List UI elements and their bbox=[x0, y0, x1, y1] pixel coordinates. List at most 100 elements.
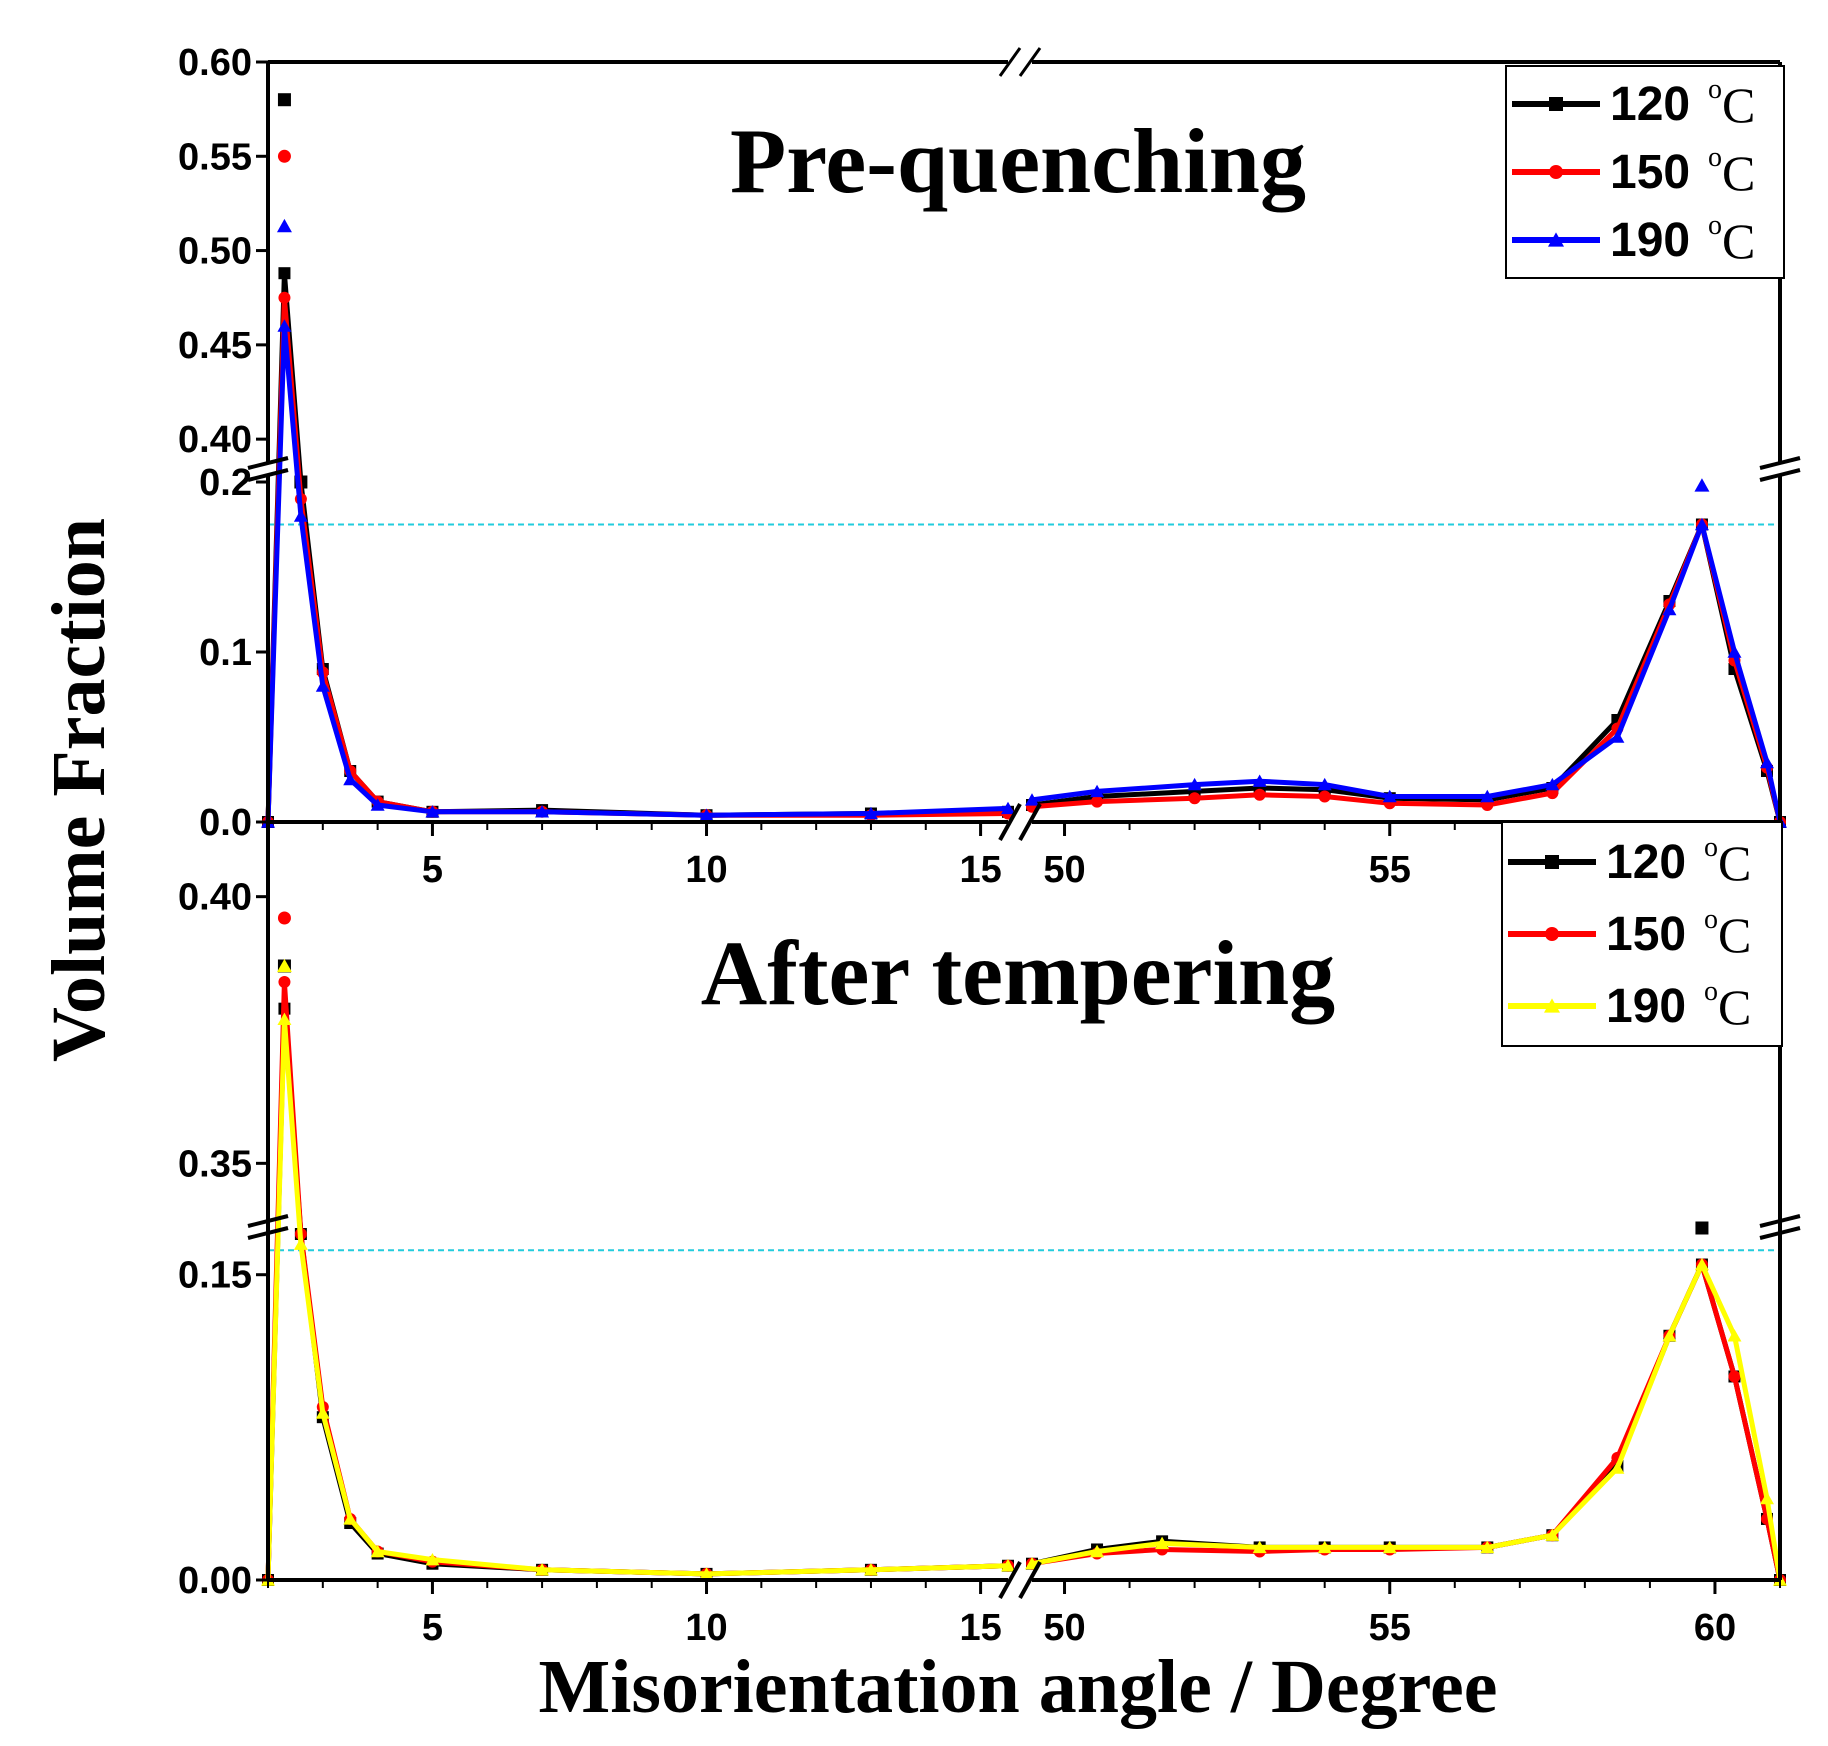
y-tick-label: 0.50 bbox=[178, 231, 252, 273]
legend-label: 150 bbox=[1606, 908, 1686, 961]
y-tick-label: 0.40 bbox=[178, 877, 252, 919]
series-150-point bbox=[278, 976, 291, 988]
series-150-point bbox=[1091, 795, 1104, 808]
legend-unit-superscript: o bbox=[1708, 210, 1722, 241]
legend-label: 120 bbox=[1610, 78, 1690, 131]
y-tick-label: 0.55 bbox=[178, 136, 252, 178]
panel-after-tempering: 0.00 0.15 0.35 0.40 5 10 15 50 55 60 After temperi… bbox=[178, 820, 1801, 1649]
y-axis-break-mark bbox=[247, 456, 289, 470]
x-axis-break-mark bbox=[998, 803, 1022, 841]
series-120-line-seg1 bbox=[265, 1006, 1009, 1581]
series-150-point bbox=[1253, 788, 1266, 801]
series-190-point bbox=[1662, 1329, 1677, 1342]
series-190-point bbox=[1025, 793, 1039, 806]
legend-unit: C bbox=[1718, 979, 1751, 1035]
series-190-point bbox=[293, 509, 308, 522]
series-120-outlier-point bbox=[1695, 1221, 1709, 1235]
series-120-outlier-point bbox=[277, 93, 291, 107]
legend-item-150: 150 o C bbox=[1512, 142, 1755, 201]
x-tick-label: 50 bbox=[1043, 849, 1085, 891]
series-190-point bbox=[277, 319, 292, 332]
series-120-point bbox=[278, 267, 291, 280]
x-tick-label: 55 bbox=[1369, 849, 1411, 891]
series-190-point bbox=[293, 1237, 308, 1250]
panel-pre-quenching: 0.0 0.1 0.20.40 0.45 0.50 0.55 0.60 5 10 15 50 55 Pr… bbox=[178, 42, 1801, 891]
x-axis-break-mark bbox=[998, 1561, 1022, 1599]
series-190-point bbox=[1187, 777, 1202, 791]
legend-unit-superscript: o bbox=[1704, 832, 1718, 863]
series-190-point bbox=[1694, 1257, 1709, 1271]
axes-frame: 0.00 0.15 0.35 0.40 5 10 15 50 55 60 bbox=[178, 820, 1801, 1649]
y-tick-label: 0.40 bbox=[178, 419, 252, 461]
x-axis-break-mark bbox=[1018, 803, 1042, 841]
legend-unit-superscript: o bbox=[1704, 976, 1718, 1007]
y-axis-break-mark bbox=[247, 1214, 289, 1228]
series-190-point bbox=[370, 798, 385, 811]
series-190-point bbox=[1727, 645, 1742, 658]
series-150-line-seg2 bbox=[1031, 522, 1783, 823]
series-150-outlier-point bbox=[277, 149, 291, 163]
y-tick-label: 0.15 bbox=[178, 1255, 252, 1297]
series-190-point bbox=[1252, 1540, 1267, 1554]
series-190-point bbox=[1317, 777, 1332, 791]
legend-unit: C bbox=[1722, 77, 1755, 133]
series-150-point bbox=[1728, 1370, 1741, 1383]
series-190-point bbox=[1610, 730, 1625, 743]
series-190-point bbox=[1694, 517, 1709, 531]
series-190-point bbox=[1480, 789, 1495, 803]
series-190-point bbox=[1545, 1528, 1560, 1541]
series-190-point bbox=[343, 1512, 358, 1525]
legend-unit-superscript: o bbox=[1704, 904, 1718, 935]
legend-item-120: 120 o C bbox=[1508, 832, 1751, 891]
y-tick-label: 0.1 bbox=[199, 632, 252, 674]
x-tick-label: 15 bbox=[959, 1607, 1001, 1649]
y-tick-label: 0.60 bbox=[178, 42, 252, 84]
series-190-point bbox=[1727, 1329, 1742, 1342]
series-190-point bbox=[699, 1567, 714, 1580]
y-axis-break-mark bbox=[247, 468, 289, 482]
y-axis-break-mark bbox=[247, 1226, 289, 1240]
y-tick-label: 0.00 bbox=[178, 1560, 252, 1602]
x-tick-label: 10 bbox=[685, 1607, 727, 1649]
legend-item-190: 190 o C bbox=[1512, 210, 1755, 269]
series-120-line-seg2 bbox=[1031, 522, 1783, 823]
series-190-line-seg2 bbox=[1031, 1262, 1783, 1581]
y-tick-label: 0.45 bbox=[178, 325, 252, 367]
y-tick-label: 0.0 bbox=[199, 802, 252, 844]
legend-unit: C bbox=[1718, 907, 1751, 963]
series-group bbox=[261, 911, 1787, 1586]
top-axis-break-mark bbox=[998, 47, 1022, 77]
legend-label: 150 bbox=[1610, 146, 1690, 199]
legend-item-150: 150 o C bbox=[1508, 904, 1751, 963]
series-190-line-seg1 bbox=[265, 1016, 1009, 1581]
series-190-point bbox=[315, 679, 330, 692]
y-axis-break-mark bbox=[1759, 456, 1801, 470]
series-190-point bbox=[315, 1406, 330, 1419]
series-190-point bbox=[1252, 774, 1267, 787]
series-190-point bbox=[1317, 1540, 1332, 1554]
series-150-line-seg1 bbox=[265, 979, 1009, 1581]
x-tick-label: 50 bbox=[1043, 1607, 1085, 1649]
x-tick-label: 5 bbox=[422, 1607, 443, 1649]
series-190-point bbox=[1610, 1461, 1625, 1474]
series-190-point bbox=[1382, 1540, 1397, 1554]
y-axis-break-mark bbox=[1759, 1226, 1801, 1240]
y-axis-break-mark bbox=[1759, 468, 1801, 482]
series-190-point bbox=[535, 805, 550, 818]
series-190-point bbox=[863, 806, 878, 820]
series-190-point bbox=[1759, 1491, 1774, 1505]
x-tick-label: 5 bbox=[422, 849, 443, 891]
series-150-outlier-point bbox=[277, 911, 291, 925]
legend-item-120: 120 o C bbox=[1512, 74, 1755, 133]
legend-unit: C bbox=[1722, 145, 1755, 201]
series-190-outlier-point bbox=[1694, 478, 1710, 492]
series-190-point bbox=[535, 1563, 550, 1576]
legend-unit: C bbox=[1722, 213, 1755, 269]
y-tick-label: 0.2 bbox=[199, 462, 252, 504]
series-150-point bbox=[1188, 792, 1201, 805]
legend-item-190: 190 o C bbox=[1508, 976, 1751, 1035]
legend-swatch-marker bbox=[1545, 855, 1559, 869]
series-190-point bbox=[1382, 789, 1397, 803]
series-190-outlier-point bbox=[276, 958, 292, 973]
series-190-point bbox=[1662, 602, 1677, 616]
